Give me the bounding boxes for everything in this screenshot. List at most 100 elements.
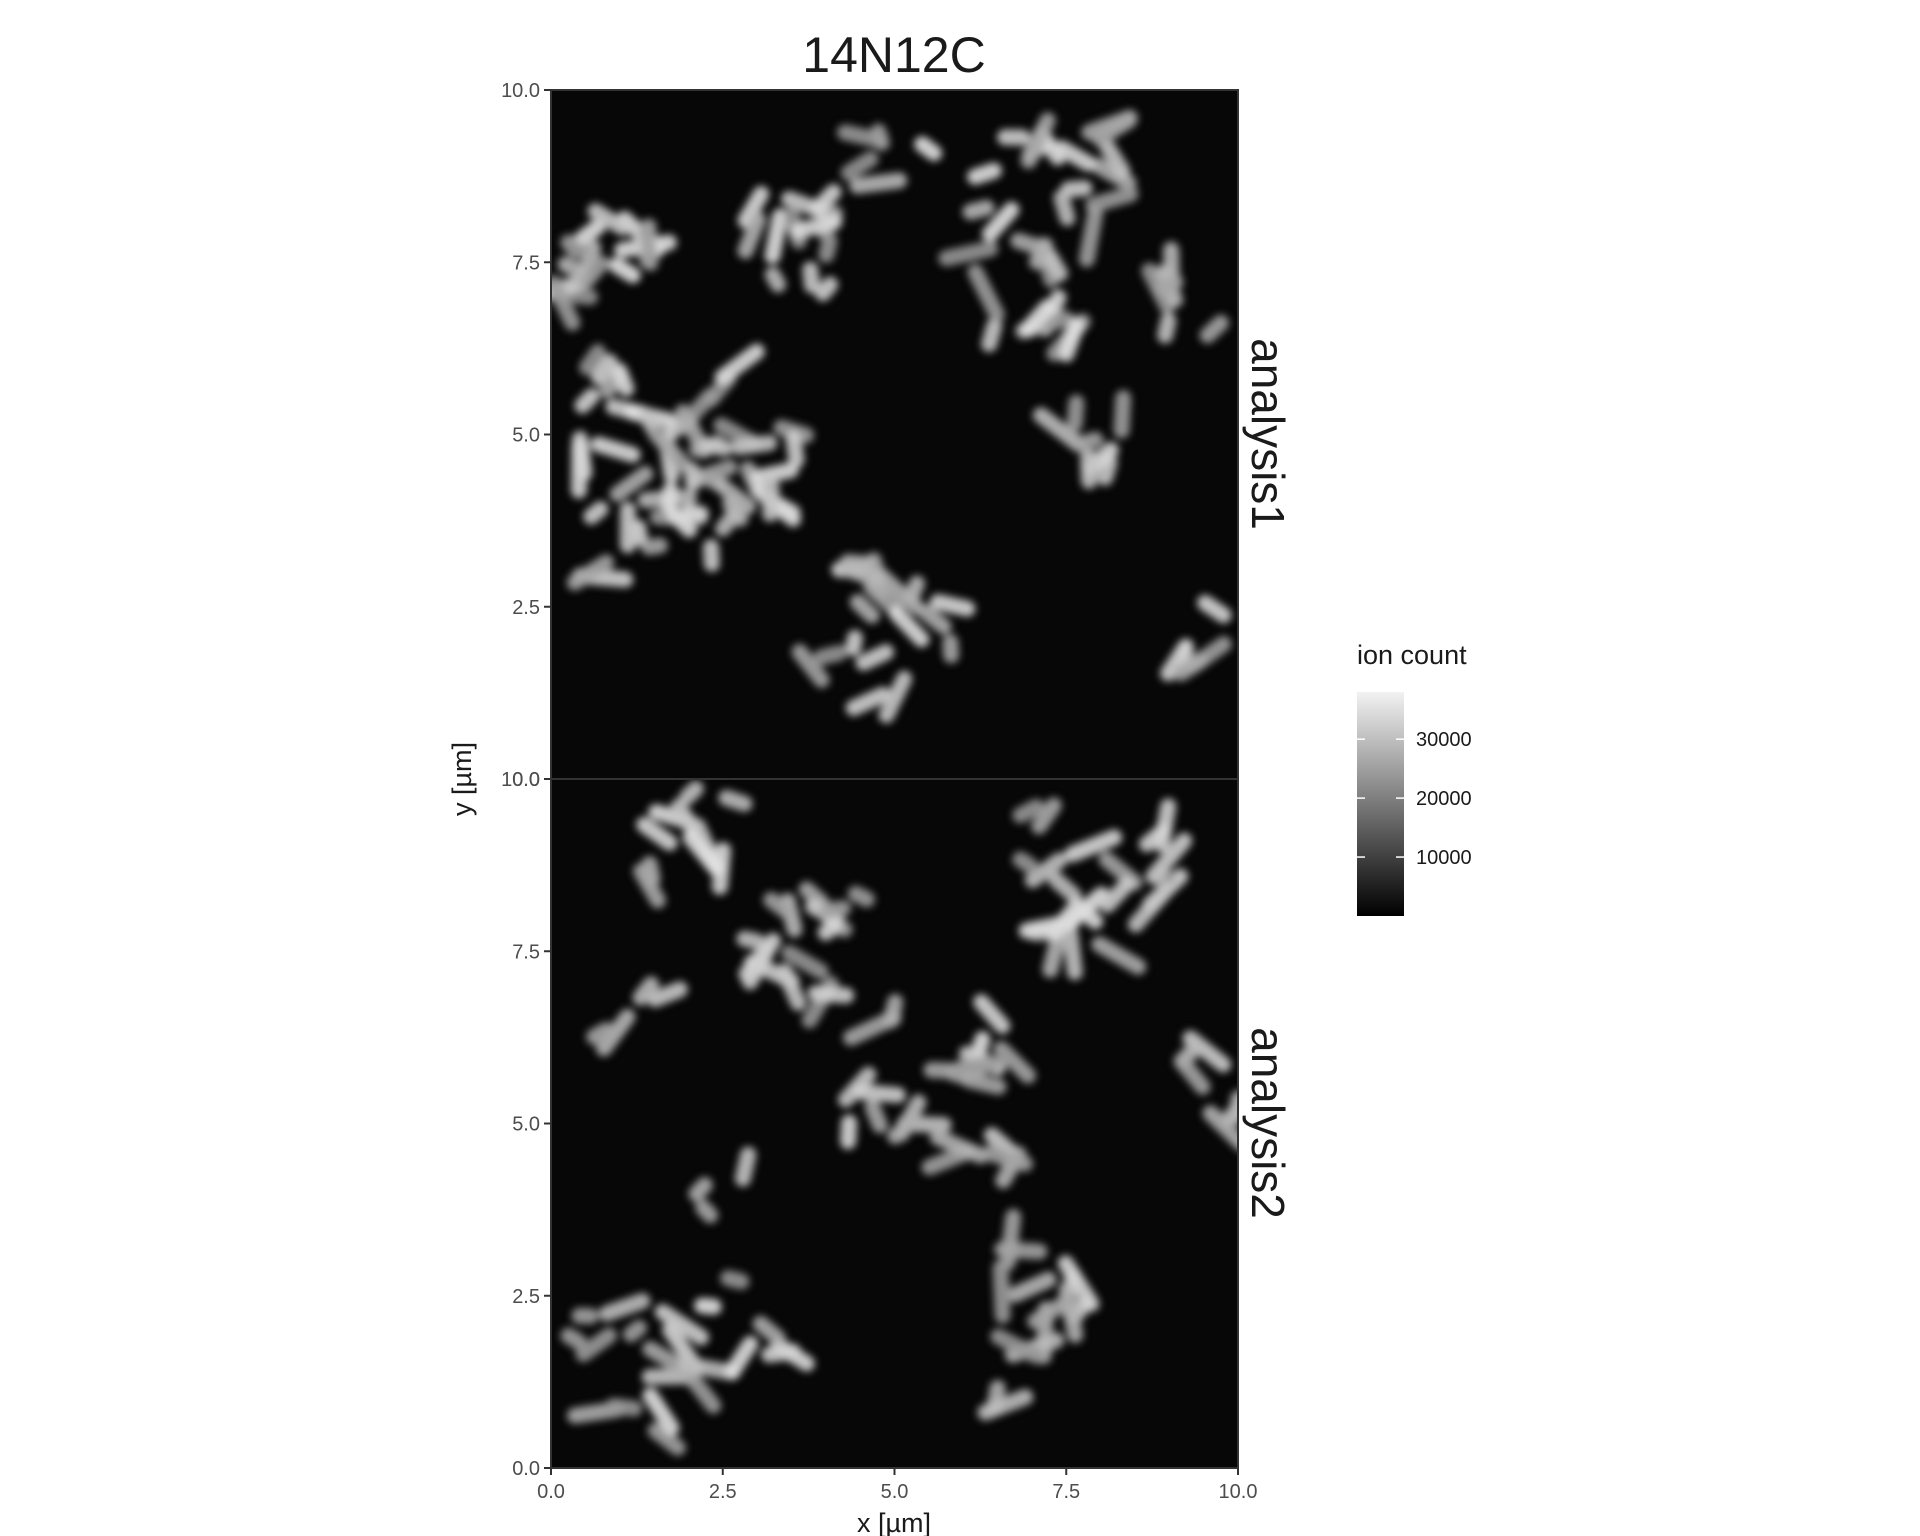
cell-blob xyxy=(695,1199,719,1224)
cell-blob xyxy=(1062,926,1083,981)
cell-blob xyxy=(1091,936,1147,975)
cell-blob xyxy=(640,537,669,556)
x-tick-label: 0.0 xyxy=(537,1481,565,1503)
cell-blob xyxy=(1078,205,1104,268)
cell-blob xyxy=(810,183,842,217)
cell-blob xyxy=(993,1040,1036,1084)
cell-blob xyxy=(622,1319,648,1343)
cell-blob xyxy=(1138,823,1172,853)
cell-blob xyxy=(642,1387,680,1436)
cell-blob xyxy=(814,276,839,302)
cell-blob xyxy=(680,503,709,522)
cell-blob xyxy=(1057,1255,1100,1312)
cell-blob xyxy=(583,501,609,525)
cell-blob xyxy=(647,981,688,1008)
cell-blob xyxy=(961,1071,1007,1095)
cell-blob xyxy=(849,594,880,624)
cell-blob xyxy=(1127,881,1175,933)
cell-blob xyxy=(1197,594,1232,624)
cell-blob xyxy=(570,438,588,499)
cell-blob xyxy=(990,1328,1045,1365)
cell-blob xyxy=(1046,897,1085,942)
cell-blob xyxy=(1157,312,1177,344)
cell-blob xyxy=(864,1099,888,1134)
cell-blob xyxy=(761,1343,801,1363)
cell-blob xyxy=(586,1022,615,1045)
cell-blob xyxy=(557,256,586,279)
cell-blob xyxy=(1199,314,1229,344)
axes: 0.0 2.5 5.0 7.5 10.00.02.55.07.510.00.02.55.… xyxy=(501,80,1257,1503)
cell-blob xyxy=(605,1398,643,1417)
cell-blob xyxy=(845,629,863,657)
cell-blob xyxy=(994,1241,1048,1260)
cell-blob xyxy=(889,605,930,648)
cell-blob xyxy=(742,941,776,990)
legend-title: ion count xyxy=(1357,640,1467,670)
cell-blob xyxy=(1027,1294,1074,1330)
y-tick-label: 7.5 xyxy=(512,941,540,963)
cell-blob xyxy=(598,1293,651,1322)
cell-blob xyxy=(962,199,995,220)
cell-blob xyxy=(666,506,698,538)
facet-label-analysis1: analysis1 xyxy=(1242,338,1294,530)
cell-blob xyxy=(938,240,999,267)
cell-blob xyxy=(853,1083,906,1104)
cell-blob xyxy=(855,644,895,671)
cell-blob xyxy=(1024,852,1068,889)
cell-blob xyxy=(981,201,1020,242)
cell-blob xyxy=(1099,138,1131,180)
cell-blob xyxy=(677,1356,741,1381)
cell-blob xyxy=(781,944,829,980)
cell-blob xyxy=(573,218,606,247)
cell-blob xyxy=(1182,1030,1232,1073)
cell-blob xyxy=(587,203,631,236)
y-tick-label: 2.5 xyxy=(512,597,540,619)
cell-layer xyxy=(551,109,1232,724)
cell-blob xyxy=(724,1335,759,1380)
cell-blob xyxy=(551,275,581,331)
cell-blob xyxy=(1012,851,1039,874)
cell-blob xyxy=(1053,189,1076,227)
x-tick-label: 2.5 xyxy=(709,1481,737,1503)
facet-label-analysis2: analysis2 xyxy=(1242,1027,1294,1219)
cell-blob xyxy=(638,221,659,272)
y-tick-label: 5.0 xyxy=(512,1114,540,1136)
cell-blob xyxy=(1160,638,1194,682)
cell-blob xyxy=(977,1389,1034,1421)
cell-blob xyxy=(762,479,780,522)
cell-blob xyxy=(736,930,766,950)
y-tick-label: 5.0 xyxy=(512,425,540,447)
cell-blob xyxy=(847,885,875,908)
cell-blob xyxy=(1075,431,1104,452)
cell-blob xyxy=(992,1259,1011,1324)
cell-blob xyxy=(1154,274,1184,297)
y-tick-label: 0.0 xyxy=(512,1458,540,1480)
cell-blob xyxy=(566,554,615,591)
cell-blob xyxy=(942,634,960,664)
cell-blob xyxy=(560,1327,587,1350)
cell-blob xyxy=(575,1327,618,1363)
cell-blob xyxy=(781,191,840,223)
cell-blob xyxy=(1032,407,1087,453)
cell-blob xyxy=(817,918,843,941)
cell-blob xyxy=(764,208,789,264)
x-tick-label: 7.5 xyxy=(1052,1481,1080,1503)
cell-layer xyxy=(560,780,1238,1456)
cell-blob xyxy=(1058,317,1085,363)
cell-blob xyxy=(670,798,700,837)
cell-blob xyxy=(1173,652,1208,682)
cell-blob xyxy=(790,213,843,239)
cell-blob xyxy=(776,963,807,1011)
cell-blob xyxy=(1080,448,1098,490)
cell-blob xyxy=(914,136,943,162)
cell-blob xyxy=(873,567,924,615)
cell-blob xyxy=(571,1307,599,1325)
cell-blob xyxy=(699,437,733,457)
cell-blob xyxy=(749,462,799,486)
y-tick-label: 7.5 xyxy=(512,252,540,274)
cell-blob xyxy=(764,266,787,293)
cell-blob xyxy=(1060,180,1093,198)
cell-blob xyxy=(802,261,821,294)
cell-blob xyxy=(647,1422,686,1456)
